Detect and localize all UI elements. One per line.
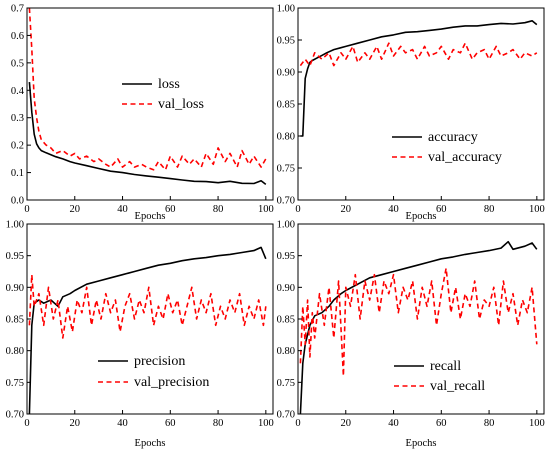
y-tick-label: 0.70 — [6, 410, 24, 421]
plot-frame — [26, 7, 274, 201]
legend-label-loss: loss — [158, 77, 180, 92]
legend-label-val-precision: val_precision — [134, 375, 209, 390]
y-tick-label: 0.4 — [11, 86, 25, 97]
x-axis-title: Epochs — [135, 211, 166, 222]
series-line-val-accuracy — [299, 42, 538, 67]
x-tick-label: 100 — [258, 204, 274, 215]
x-tick-label: 80 — [484, 204, 495, 215]
x-tick-label: 100 — [529, 204, 545, 215]
series-line-loss — [28, 82, 267, 186]
y-tick-label: 0.80 — [277, 346, 295, 357]
x-tick-label: 20 — [70, 204, 81, 215]
series-line-precision — [28, 246, 267, 414]
x-axis-title: Epochs — [406, 438, 437, 449]
series-line-recall — [299, 240, 538, 414]
legend: loss val_loss — [122, 77, 204, 112]
y-tick-label: 0.75 — [6, 378, 24, 389]
x-tick-label: 80 — [484, 418, 495, 429]
chart-panel-2: 0.70 0.75 0.80 0.85 0.90 0.95 1.00 0 20 40 60 80 100… — [277, 4, 545, 223]
y-tick-label: 1.00 — [277, 220, 295, 231]
y-tick-label: 0.6 — [11, 31, 24, 42]
x-tick-label: 0 — [24, 204, 29, 215]
y-tick-label: 0.5 — [11, 58, 24, 69]
series-line-val-loss — [28, 8, 267, 171]
x-tick-label: 100 — [529, 418, 545, 429]
y-tick-label: 0.85 — [277, 315, 295, 326]
y-tick-label: 0.75 — [277, 378, 295, 389]
y-tick-label: 0.0 — [11, 196, 24, 207]
x-axis-title: Epochs — [135, 438, 166, 449]
y-tick-label: 0.90 — [277, 283, 295, 294]
y-tick-label: 0.95 — [277, 251, 295, 262]
y-tick-label: 0.3 — [11, 113, 24, 124]
x-tick-label: 0 — [24, 418, 29, 429]
y-tick-label: 1.00 — [277, 4, 295, 15]
y-tick-label: 1.00 — [6, 220, 24, 231]
chart-panel-4: 0.70 0.75 0.80 0.85 0.90 0.95 1.00 0 20 40 60 80 100… — [277, 220, 545, 450]
legend-label-val-recall: val_recall — [430, 379, 485, 394]
series-line-val-precision — [28, 273, 267, 339]
x-tick-label: 20 — [341, 204, 352, 215]
x-tick-label: 40 — [388, 204, 399, 215]
plot-frame — [297, 7, 545, 201]
y-tick-label: 0.80 — [6, 346, 24, 357]
x-tick-label: 80 — [213, 204, 224, 215]
x-tick-label: 40 — [117, 418, 128, 429]
legend-label-accuracy: accuracy — [428, 130, 478, 145]
x-tick-label: 0 — [295, 418, 300, 429]
legend-label-recall: recall — [430, 359, 461, 374]
y-tick-label: 0.85 — [277, 100, 295, 111]
series-line-val-recall — [299, 267, 538, 377]
legend: accuracy val_accuracy — [392, 130, 502, 165]
x-tick-label: 60 — [436, 204, 447, 215]
legend-label-val-accuracy: val_accuracy — [428, 150, 502, 165]
y-tick-label: 0.75 — [277, 164, 295, 175]
y-tick-label: 0.80 — [277, 132, 295, 143]
chart-panel-1: 0.0 0.1 0.2 0.3 0.4 0.5 0.6 0.7 0 20 40 60 80 100 Epoc… — [11, 4, 274, 223]
y-tick-label: 0.90 — [277, 68, 295, 79]
x-tick-label: 80 — [213, 418, 224, 429]
legend-label-precision: precision — [134, 354, 185, 369]
y-tick-label: 0.95 — [6, 251, 24, 262]
y-tick-label: 0.70 — [277, 196, 295, 207]
y-tick-label: 0.85 — [6, 315, 24, 326]
x-tick-label: 100 — [258, 418, 274, 429]
series-line-accuracy — [300, 19, 538, 137]
y-tick-label: 0.90 — [6, 283, 24, 294]
y-tick-label: 0.7 — [11, 4, 24, 15]
y-tick-label: 0.1 — [11, 168, 24, 179]
x-tick-label: 60 — [165, 418, 176, 429]
x-tick-label: 20 — [341, 418, 352, 429]
x-tick-label: 0 — [295, 204, 300, 215]
x-tick-label: 20 — [70, 418, 81, 429]
x-tick-label: 60 — [436, 418, 447, 429]
legend: precision val_precision — [98, 354, 209, 390]
y-tick-label: 0.2 — [11, 141, 24, 152]
legend-label-val-loss: val_loss — [158, 97, 204, 112]
chart-panel-3: 0.70 0.75 0.80 0.85 0.90 0.95 1.00 0 20 40 60 80 100… — [6, 220, 274, 450]
legend: recall val_recall — [394, 359, 485, 394]
x-axis-title: Epochs — [406, 211, 437, 222]
y-tick-label: 0.95 — [277, 36, 295, 47]
x-tick-label: 40 — [117, 204, 128, 215]
x-tick-label: 40 — [388, 418, 399, 429]
x-tick-label: 60 — [165, 204, 176, 215]
y-tick-label: 0.70 — [277, 410, 295, 421]
